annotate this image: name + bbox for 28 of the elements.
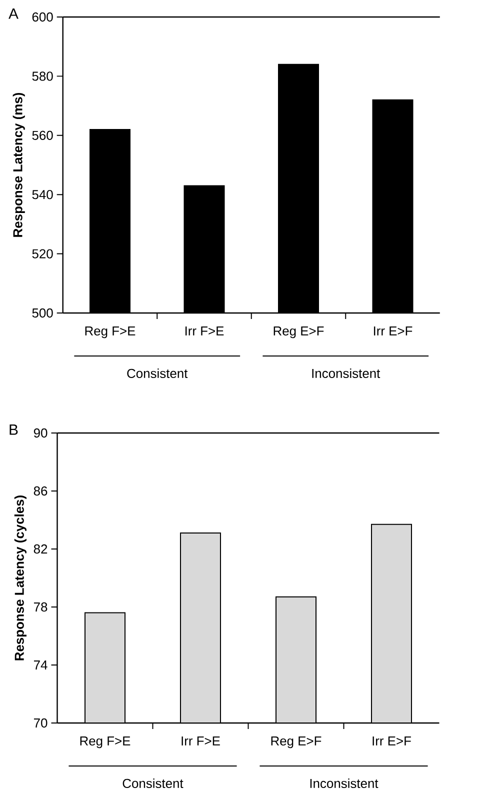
text: Consistent	[127, 368, 188, 378]
y-tick-label: 600	[32, 12, 53, 22]
chart-title: A	[8, 8, 18, 19]
x-tick-label: Irr E>F	[374, 326, 412, 336]
chart-title: B	[10, 424, 18, 435]
y-tick-label: 86	[34, 486, 48, 496]
x-tick-label: Irr F>E	[185, 326, 224, 336]
y-tick-label: 78	[34, 602, 48, 612]
text: Inconsistent	[310, 778, 378, 788]
y-tick-label: 74	[34, 660, 48, 670]
y-tick-label: 82	[34, 544, 48, 554]
y-axis-title: Response Latency (cycles)	[14, 496, 26, 660]
text: Consistent	[122, 778, 184, 788]
x-tick-label: Irr F>E	[182, 736, 220, 746]
x-tick-label: Reg F>E	[80, 736, 130, 748]
y-tick-label: 540	[32, 190, 53, 200]
y-tick-label: 520	[32, 249, 53, 258]
text: Inconsistent	[312, 368, 380, 378]
x-tick-label: Reg F>E	[85, 326, 136, 338]
x-tick-label: Reg E>F	[274, 326, 324, 338]
y-tick-label: 70	[34, 718, 48, 728]
y-tick-label: 90	[34, 428, 48, 438]
x-tick-label: Reg E>F	[271, 736, 322, 748]
x-tick-label: Irr E>F	[372, 736, 411, 746]
y-tick-label: 500	[32, 308, 53, 318]
y-tick-label: 560	[32, 130, 53, 140]
y-tick-label: 580	[32, 72, 53, 81]
y-axis-title: Response Latency (ms)	[12, 92, 25, 237]
